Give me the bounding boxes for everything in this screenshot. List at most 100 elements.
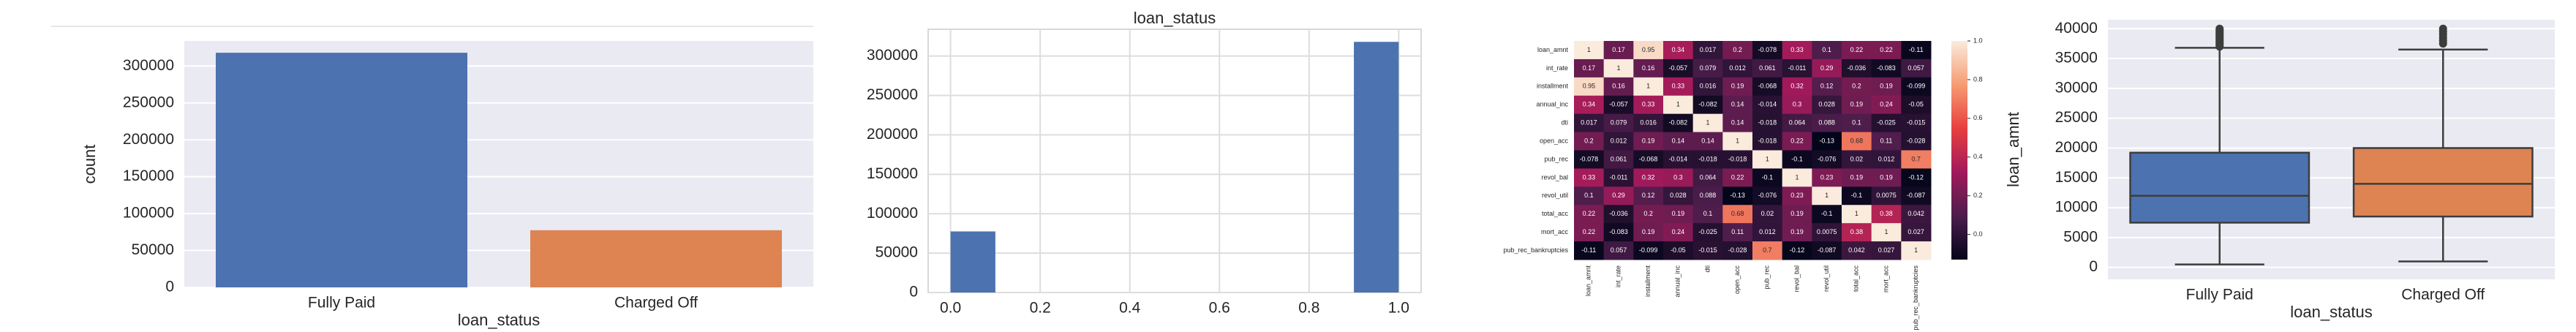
y-tick-label: 250000 <box>123 94 174 110</box>
cell-label: -0.1 <box>1821 210 1833 217</box>
heatmap-cell <box>1722 223 1753 242</box>
heatmap-cell <box>1663 186 1694 205</box>
cell-label: 0.088 <box>1700 192 1717 199</box>
y-tick-label: 10000 <box>2055 199 2098 216</box>
heatmap-cell <box>1633 113 1664 133</box>
heatmap-cell <box>1633 205 1664 224</box>
heatmap-cell <box>1812 205 1842 224</box>
bar <box>1354 42 1399 293</box>
heatmap-cell <box>1603 41 1634 60</box>
heatmap-cell <box>1782 150 1812 169</box>
heatmap-cell <box>1782 205 1812 224</box>
heatmap-cell <box>1871 150 1902 169</box>
cell-label: -0.057 <box>1609 101 1628 108</box>
cell-label: 1 <box>1884 228 1888 235</box>
heatmap-cell <box>1722 77 1753 97</box>
heatmap-cell <box>1901 241 1932 260</box>
cell-label: 0.29 <box>1612 192 1625 199</box>
heatmap-cell <box>1901 41 1932 60</box>
cell-label: -0.025 <box>1877 119 1896 127</box>
cell-label: -0.099 <box>1907 83 1926 90</box>
box <box>2129 151 2311 224</box>
heatmap-cell <box>1663 59 1694 78</box>
y-tick-label: 200000 <box>123 131 174 148</box>
colorbar-tick-label: 0.2 <box>1973 192 1983 199</box>
heatmap-cell <box>1663 113 1694 133</box>
cell-label: 0.68 <box>1850 137 1864 144</box>
cell-label: 0.38 <box>1850 228 1864 235</box>
heatmap-cell <box>1663 223 1694 242</box>
cell-label: -0.018 <box>1698 155 1717 162</box>
colorbar-tick-label: 0.0 <box>1973 230 1983 238</box>
flier <box>2438 24 2447 33</box>
heatmap-cell <box>1692 41 1723 60</box>
heatmap-cell <box>1574 113 1605 133</box>
cell-label: 0.16 <box>1612 83 1625 90</box>
heatmap-cell <box>1633 41 1664 60</box>
y-tick-label: annual_inc <box>1536 101 1568 108</box>
heatmap-cell <box>1722 168 1753 187</box>
x-tick-label: Fully Paid <box>308 295 375 312</box>
heatmap-cell <box>1663 41 1694 60</box>
heatmap-cell <box>1901 132 1932 151</box>
cell-label: 0.14 <box>1731 119 1744 127</box>
heatmap-cell <box>1812 95 1842 115</box>
heatmap-cell <box>1842 241 1872 260</box>
heatmap-cell <box>1752 132 1783 151</box>
cell-label: -0.1 <box>1851 192 1863 199</box>
cell-label: -0.018 <box>1728 155 1747 162</box>
heatmap-cell <box>1603 150 1634 169</box>
x-tick-label: dti <box>1703 265 1711 273</box>
cell-label: 0.079 <box>1611 119 1627 127</box>
cell-label: 0.061 <box>1611 155 1627 162</box>
cell-label: 0.17 <box>1583 64 1596 72</box>
heatmap-cell <box>1752 241 1783 260</box>
cell-label: -0.015 <box>1698 246 1717 254</box>
heatmap-cell <box>1812 113 1842 133</box>
cell-label: 0.22 <box>1880 46 1893 53</box>
heatmap-cell <box>1692 168 1723 187</box>
cell-label: -0.018 <box>1758 137 1777 144</box>
y-tick-label: 250000 <box>867 86 918 103</box>
heatmap-cell <box>1842 168 1872 187</box>
cell-label: 0.017 <box>1700 46 1717 53</box>
chart-title: loan_status <box>1134 9 1216 27</box>
heatmap-cell <box>1812 186 1842 205</box>
y-tick-label: mort_acc <box>1541 228 1569 235</box>
cell-label: 0.38 <box>1880 210 1893 217</box>
heatmap-cell <box>1901 186 1932 205</box>
cell-label: 0.19 <box>1790 228 1804 235</box>
heatmap-cell <box>1871 186 1902 205</box>
heatmap-cell <box>1812 77 1842 97</box>
cell-label: 0.1 <box>1584 192 1594 199</box>
x-tick-label: open_acc <box>1733 265 1741 295</box>
cell-label: -0.11 <box>1909 46 1924 53</box>
heatmap-cell <box>1871 59 1902 78</box>
x-tick-label: 0.6 <box>1209 300 1230 317</box>
cell-label: 1 <box>1766 155 1769 162</box>
cell-label: 0.34 <box>1583 101 1596 108</box>
heatmap-cell <box>1633 59 1664 78</box>
heatmap-cell <box>1692 150 1723 169</box>
cell-label: 0.19 <box>1850 173 1864 181</box>
cell-label: 0.68 <box>1731 210 1744 217</box>
heatmap-cell <box>1812 41 1842 60</box>
cell-label: 1 <box>1855 210 1858 217</box>
cell-label: 0.012 <box>1729 64 1746 72</box>
cell-label: -0.087 <box>1907 192 1926 199</box>
cell-label: 0.22 <box>1731 173 1744 181</box>
heatmap-cell <box>1842 41 1872 60</box>
heatmap-cell <box>1574 205 1605 224</box>
cell-label: 0.33 <box>1583 173 1596 181</box>
heatmap-cell <box>1842 95 1872 115</box>
heatmap-cell <box>1842 132 1872 151</box>
heatmap-cell <box>1722 113 1753 133</box>
cell-label: -0.011 <box>1788 64 1807 72</box>
cell-label: 0.33 <box>1672 83 1685 90</box>
heatmap-cell <box>1692 241 1723 260</box>
y-tick-label: loan_amnt <box>1537 46 1569 53</box>
heatmap-cell <box>1782 41 1812 60</box>
heatmap-cell <box>1574 186 1605 205</box>
heatmap-cell <box>1722 186 1753 205</box>
